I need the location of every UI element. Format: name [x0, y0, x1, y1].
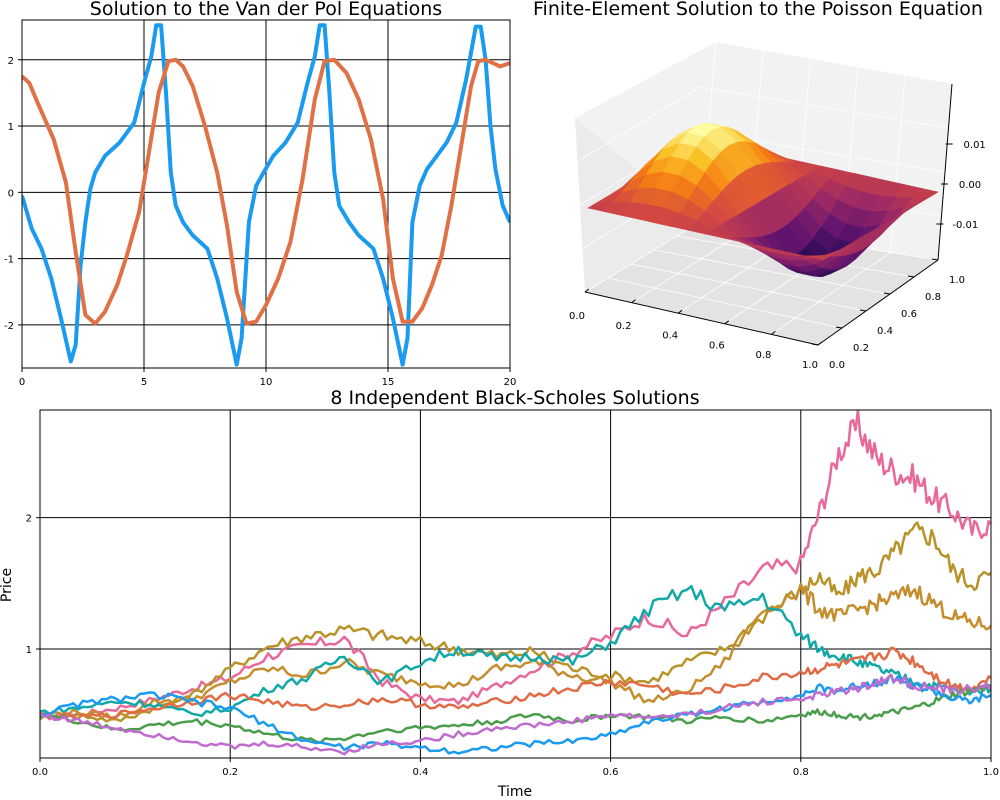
x-tick-label: 0.8 [755, 350, 771, 361]
y-tick-label: 2 [8, 56, 14, 67]
y-tick-mark [859, 309, 867, 312]
x-tick-mark [631, 299, 636, 304]
y-tick-label: 1 [26, 645, 32, 656]
y-tick-label: 0.0 [829, 360, 845, 371]
y-axis-line [817, 259, 939, 346]
y-tick-label: 0.8 [925, 292, 941, 303]
z-tick-label: -0.01 [952, 220, 978, 231]
x-tick-label: 1.0 [983, 767, 999, 778]
y-tick-label: -2 [4, 321, 14, 332]
floor-gridline [584, 221, 701, 293]
left-gridline [577, 86, 701, 162]
black-scholes-path-8 [40, 673, 991, 756]
x-tick-label: 10 [260, 377, 273, 388]
x-tick-mark [771, 330, 776, 335]
x-tick-label: 0.0 [32, 767, 48, 778]
black-scholes-series [40, 410, 991, 756]
y-tick-mark [907, 275, 915, 278]
floor-gridline [771, 252, 891, 335]
x-tick-label: 0.6 [603, 767, 619, 778]
back-gridline [699, 86, 949, 129]
poisson-axes: 0.0 0.2 0.4 0.6 0.8 1.0 0.0 0.2 0.4 0.6 0.8 1.0 -0.0… [569, 83, 986, 371]
z-tick-label: 0.01 [964, 140, 986, 151]
black-scholes-grid [40, 410, 991, 758]
van-der-pol-series [22, 23, 510, 367]
black-scholes-path-4 [40, 584, 991, 718]
van-der-pol-grid [22, 20, 510, 368]
x-tick-label: 0.8 [793, 767, 809, 778]
y-tick-label: 0.4 [877, 326, 893, 337]
floor-gridline [630, 263, 867, 312]
poisson-surface [587, 122, 939, 278]
y-tick-label: -1 [4, 255, 14, 266]
van-der-pol-ticks: 0 5 10 15 20 -2 -1 0 1 2 [4, 56, 516, 388]
y-tick-label: 0 [8, 188, 14, 199]
black-scholes-path-1 [40, 410, 991, 721]
x-tick-label: 15 [382, 377, 395, 388]
black-scholes-path-5 [40, 646, 991, 721]
floor-gridline [653, 249, 891, 295]
x-tick-mark [584, 288, 590, 293]
y-tick-mark [835, 326, 843, 329]
black-scholes-frame [39, 409, 992, 759]
y-tick-label: 1.0 [949, 275, 965, 286]
y-tick-label: 0.2 [853, 343, 869, 354]
van-der-pol-title: Solution to the Van der Pol Equations [90, 0, 442, 20]
floor-gridline [607, 277, 843, 329]
black-scholes-panel: 0.0 0.2 0.4 0.6 0.8 1.0 1 2 8 Independent Black… [0, 387, 999, 800]
black-scholes-path-3 [40, 584, 991, 720]
y-tick-mark [811, 343, 819, 346]
y-tick-label: 2 [26, 514, 32, 525]
floor-gridline [631, 229, 748, 303]
surface-patch [806, 254, 832, 261]
poisson-panel: 0.0 0.2 0.4 0.6 0.8 1.0 0.0 0.2 0.4 0.6 0.8 1.0 -0.0… [533, 0, 986, 371]
x-tick-mark [677, 309, 683, 314]
y-tick-label: 0.6 [901, 309, 917, 320]
x-tick-label: 0.0 [569, 311, 585, 322]
van-der-pol-line-2 [22, 57, 510, 326]
x-tick-label: 0.4 [412, 767, 428, 778]
y-tick-label: 1 [8, 122, 14, 133]
y-tick-mark [883, 292, 891, 295]
x-tick-mark [724, 320, 730, 325]
x-tick-label: 0 [19, 377, 25, 388]
van-der-pol-line-1 [22, 23, 510, 367]
x-tick-label: 0.4 [662, 331, 678, 342]
black-scholes-xlabel: Time [497, 784, 532, 800]
x-tick-label: 0.2 [616, 321, 632, 332]
x-axis-line [584, 291, 819, 346]
poisson-title: Finite-Element Solution to the Poisson E… [533, 0, 983, 20]
z-tick-label: 0.00 [959, 180, 981, 191]
black-scholes-title: 8 Independent Black-Scholes Solutions [330, 387, 699, 409]
x-tick-label: 20 [504, 377, 517, 388]
y-tick-mark [931, 258, 939, 261]
x-tick-label: 0.2 [222, 767, 238, 778]
z-axis-line [937, 83, 953, 261]
x-tick-label: 1.0 [802, 360, 818, 371]
x-tick-label: 0.6 [709, 340, 725, 351]
black-scholes-ticks: 0.0 0.2 0.4 0.6 0.8 1.0 1 2 [26, 514, 999, 778]
black-scholes-ylabel: Price [0, 568, 15, 602]
x-tick-label: 5 [141, 377, 147, 388]
black-scholes-path-6 [40, 683, 991, 744]
x-tick-mark [817, 341, 823, 346]
van-der-pol-panel: 0 5 10 15 20 -2 -1 0 1 2 Solution to the Van der … [4, 0, 516, 388]
